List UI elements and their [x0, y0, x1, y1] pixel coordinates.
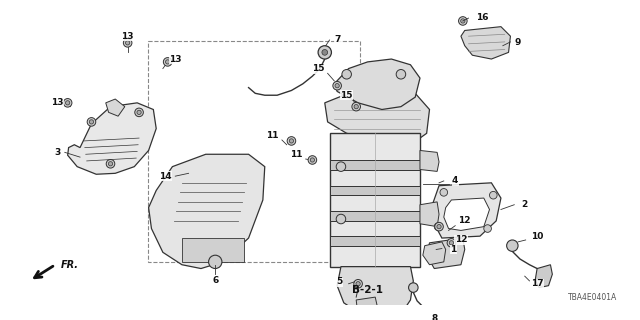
Text: 1: 1: [450, 245, 456, 254]
Circle shape: [166, 60, 170, 64]
Text: FR.: FR.: [61, 260, 79, 270]
Circle shape: [289, 139, 294, 143]
Text: 11: 11: [266, 131, 278, 140]
Circle shape: [484, 225, 492, 232]
Circle shape: [125, 41, 130, 45]
Polygon shape: [420, 150, 439, 172]
Text: 3: 3: [54, 148, 60, 157]
Polygon shape: [461, 27, 511, 59]
Bar: [330, 236, 420, 246]
Circle shape: [137, 110, 141, 115]
Polygon shape: [68, 103, 156, 174]
Circle shape: [336, 162, 346, 172]
Polygon shape: [106, 99, 125, 116]
Circle shape: [287, 137, 296, 145]
Circle shape: [461, 19, 465, 23]
Circle shape: [507, 240, 518, 252]
Text: 13: 13: [122, 32, 134, 41]
Circle shape: [163, 58, 172, 66]
Circle shape: [65, 101, 70, 105]
Circle shape: [447, 238, 456, 247]
Circle shape: [435, 223, 442, 230]
Polygon shape: [444, 198, 490, 230]
Circle shape: [310, 158, 314, 162]
Polygon shape: [337, 267, 413, 319]
Bar: [330, 212, 420, 221]
Circle shape: [209, 255, 222, 268]
Polygon shape: [148, 154, 265, 268]
Polygon shape: [420, 202, 439, 227]
Text: 8: 8: [431, 314, 437, 320]
Circle shape: [408, 283, 418, 292]
Polygon shape: [535, 265, 552, 288]
Circle shape: [435, 222, 444, 231]
Circle shape: [124, 39, 132, 47]
Polygon shape: [356, 297, 379, 316]
Polygon shape: [334, 59, 420, 109]
Circle shape: [437, 225, 441, 229]
Bar: [330, 186, 420, 195]
Circle shape: [333, 81, 341, 90]
Text: 2: 2: [522, 200, 528, 209]
Circle shape: [352, 102, 360, 111]
Polygon shape: [427, 238, 465, 268]
Text: 5: 5: [336, 277, 342, 286]
Text: 13: 13: [51, 98, 63, 107]
Text: TBA4E0401A: TBA4E0401A: [568, 292, 617, 302]
Text: 15: 15: [312, 64, 324, 73]
Circle shape: [336, 214, 346, 224]
Bar: [330, 133, 420, 267]
Polygon shape: [433, 183, 501, 238]
Circle shape: [87, 118, 96, 126]
Bar: [148, 41, 360, 262]
Circle shape: [90, 120, 93, 124]
Circle shape: [322, 50, 328, 55]
Text: 15: 15: [340, 91, 353, 100]
Bar: [330, 160, 420, 170]
Circle shape: [335, 84, 339, 88]
Circle shape: [396, 69, 406, 79]
Text: 14: 14: [159, 172, 172, 181]
Circle shape: [63, 99, 72, 107]
Text: 7: 7: [334, 36, 340, 44]
Text: 9: 9: [515, 38, 521, 47]
Text: 11: 11: [290, 150, 303, 159]
Circle shape: [135, 108, 143, 117]
Circle shape: [308, 156, 317, 164]
Text: B-2-1: B-2-1: [352, 285, 383, 295]
Polygon shape: [324, 88, 429, 143]
Text: 13: 13: [169, 54, 182, 64]
Text: 12: 12: [454, 236, 467, 244]
Circle shape: [449, 241, 454, 245]
Circle shape: [108, 162, 113, 166]
Circle shape: [458, 17, 467, 25]
Text: 10: 10: [531, 232, 543, 241]
Circle shape: [356, 282, 360, 286]
Circle shape: [106, 159, 115, 168]
Circle shape: [318, 46, 332, 59]
Bar: [182, 238, 244, 262]
Text: 17: 17: [531, 279, 543, 288]
Circle shape: [440, 188, 447, 196]
Text: 16: 16: [476, 13, 488, 22]
Circle shape: [354, 105, 358, 109]
Polygon shape: [423, 242, 445, 265]
Text: 4: 4: [452, 176, 458, 185]
Circle shape: [342, 69, 351, 79]
Circle shape: [354, 279, 362, 288]
Text: 6: 6: [212, 276, 218, 285]
Circle shape: [490, 191, 497, 199]
Text: 12: 12: [458, 216, 471, 225]
